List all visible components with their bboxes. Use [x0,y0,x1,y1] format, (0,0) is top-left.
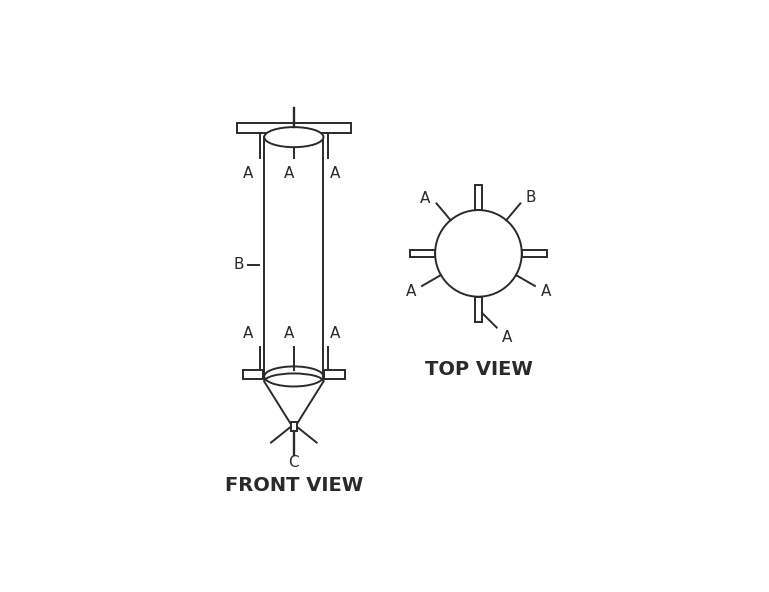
Bar [237,123,351,133]
Text: A: A [330,326,340,342]
Bar [325,369,345,379]
Ellipse shape [265,127,324,147]
Bar [243,369,263,379]
Circle shape [435,210,521,297]
Text: A: A [405,284,416,299]
Text: A: A [284,326,295,342]
Bar [410,250,435,257]
Text: A: A [243,326,254,342]
Bar [521,250,547,257]
Text: A: A [330,166,340,181]
Text: A: A [420,191,431,207]
Text: A: A [501,330,512,345]
Text: FRONT VIEW: FRONT VIEW [225,477,363,496]
Bar [474,185,482,210]
Text: A: A [284,166,295,181]
Text: A: A [541,284,551,299]
Text: B: B [525,191,536,205]
Bar [474,297,482,322]
Bar [291,422,297,430]
Text: TOP VIEW: TOP VIEW [424,361,532,379]
Text: C: C [288,455,299,470]
Text: A: A [243,166,254,181]
Text: B: B [234,258,245,272]
